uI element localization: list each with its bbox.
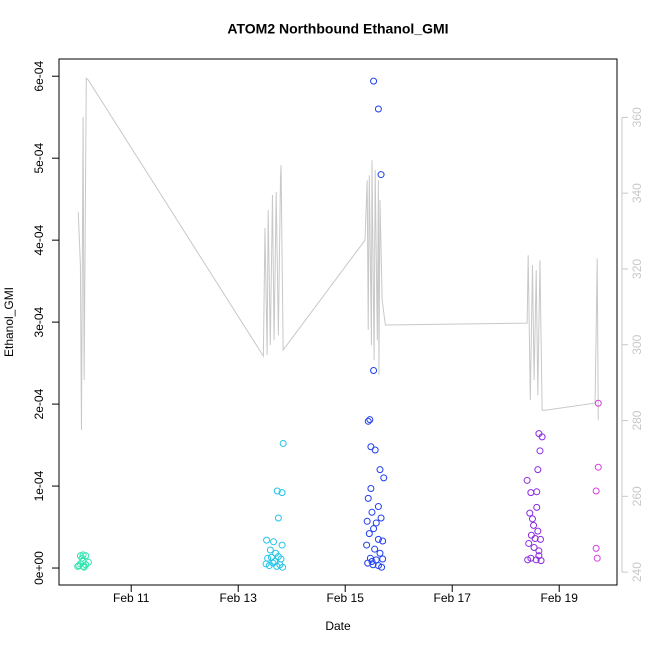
y-tick-label: 3e-04 [32,306,46,337]
data-point [536,535,544,543]
data-point [370,366,378,374]
y2-tick-label: 300 [630,334,644,354]
data-point [367,485,375,493]
data-point [527,489,535,497]
data-point [79,562,87,570]
data-point [377,514,385,522]
y2-tick-label: 240 [630,562,644,582]
data-point [374,105,382,113]
data-point [378,563,386,571]
y-axis-label: Ethanol_GMI [2,287,16,357]
x-axis-label: Date [325,619,351,633]
data-point [594,399,602,407]
data-point [369,561,377,569]
x-tick-label: Feb 11 [113,591,150,605]
data-point [533,503,541,511]
data-point [536,447,544,455]
data-line [77,77,599,431]
data-point [528,515,536,523]
data-point [592,544,600,552]
data-point [366,416,374,424]
data-point [368,508,376,516]
x-tick-label: Feb 17 [434,591,472,605]
y2-tick-label: 280 [630,410,644,430]
data-point [364,417,372,425]
data-point [278,489,286,497]
data-point [274,514,282,522]
data-point [370,77,378,85]
chart-title: ATOM2 Northbound Ethanol_GMI [227,21,448,37]
data-point [75,562,83,570]
data-point [523,476,531,484]
data-point [78,554,86,562]
y2-tick-label: 360 [630,107,644,127]
data-point [538,433,546,441]
data-point [530,521,538,529]
data-point [270,538,278,546]
data-point [374,535,382,543]
y2-tick-label: 260 [630,486,644,506]
data-point [278,541,286,549]
y-tick-label: 2e-04 [32,388,46,419]
y-tick-label: 5e-04 [32,143,46,174]
data-point [535,552,543,560]
data-point [377,171,385,179]
data-point [84,558,92,566]
data-point [372,519,380,527]
data-point [534,527,542,535]
y-tick-label: 4e-04 [32,224,46,255]
data-point [271,557,279,565]
data-point [376,466,384,474]
y2-tick-label: 340 [630,183,644,203]
data-point [379,537,387,545]
x-tick-label: Feb 19 [541,591,579,605]
data-point [525,539,533,547]
data-point [370,525,378,533]
x-tick-label: Feb 15 [327,591,365,605]
data-point [363,541,371,549]
data-point [530,544,538,552]
data-point [531,535,539,543]
data-point [364,494,372,502]
data-point [371,545,379,553]
data-point [376,549,384,557]
data-point [367,443,375,451]
data-point [266,546,274,554]
data-point [380,474,388,482]
x-tick-label: Feb 13 [220,591,258,605]
data-point [374,503,382,511]
y2-axis: 240 260 280 300 320 340 360 [621,107,644,582]
data-point [592,487,600,495]
data-point [279,439,287,447]
data-point [526,509,534,517]
data-point [365,530,373,538]
data-point [263,536,271,544]
data-point [368,557,376,565]
data-point [524,556,532,564]
data-point [534,466,542,474]
data-point [371,446,379,454]
data-point [594,463,602,471]
data-point [535,547,543,555]
y-tick-label: 1e-04 [32,470,46,501]
data-point [379,555,387,563]
data-point [363,517,371,525]
data-point [279,563,287,571]
data-point [593,554,601,562]
y-tick-label: 0e+00 [32,551,46,585]
y2-tick-label: 320 [630,259,644,279]
data-point [273,487,281,495]
y-tick-label: 6e-04 [32,61,46,92]
